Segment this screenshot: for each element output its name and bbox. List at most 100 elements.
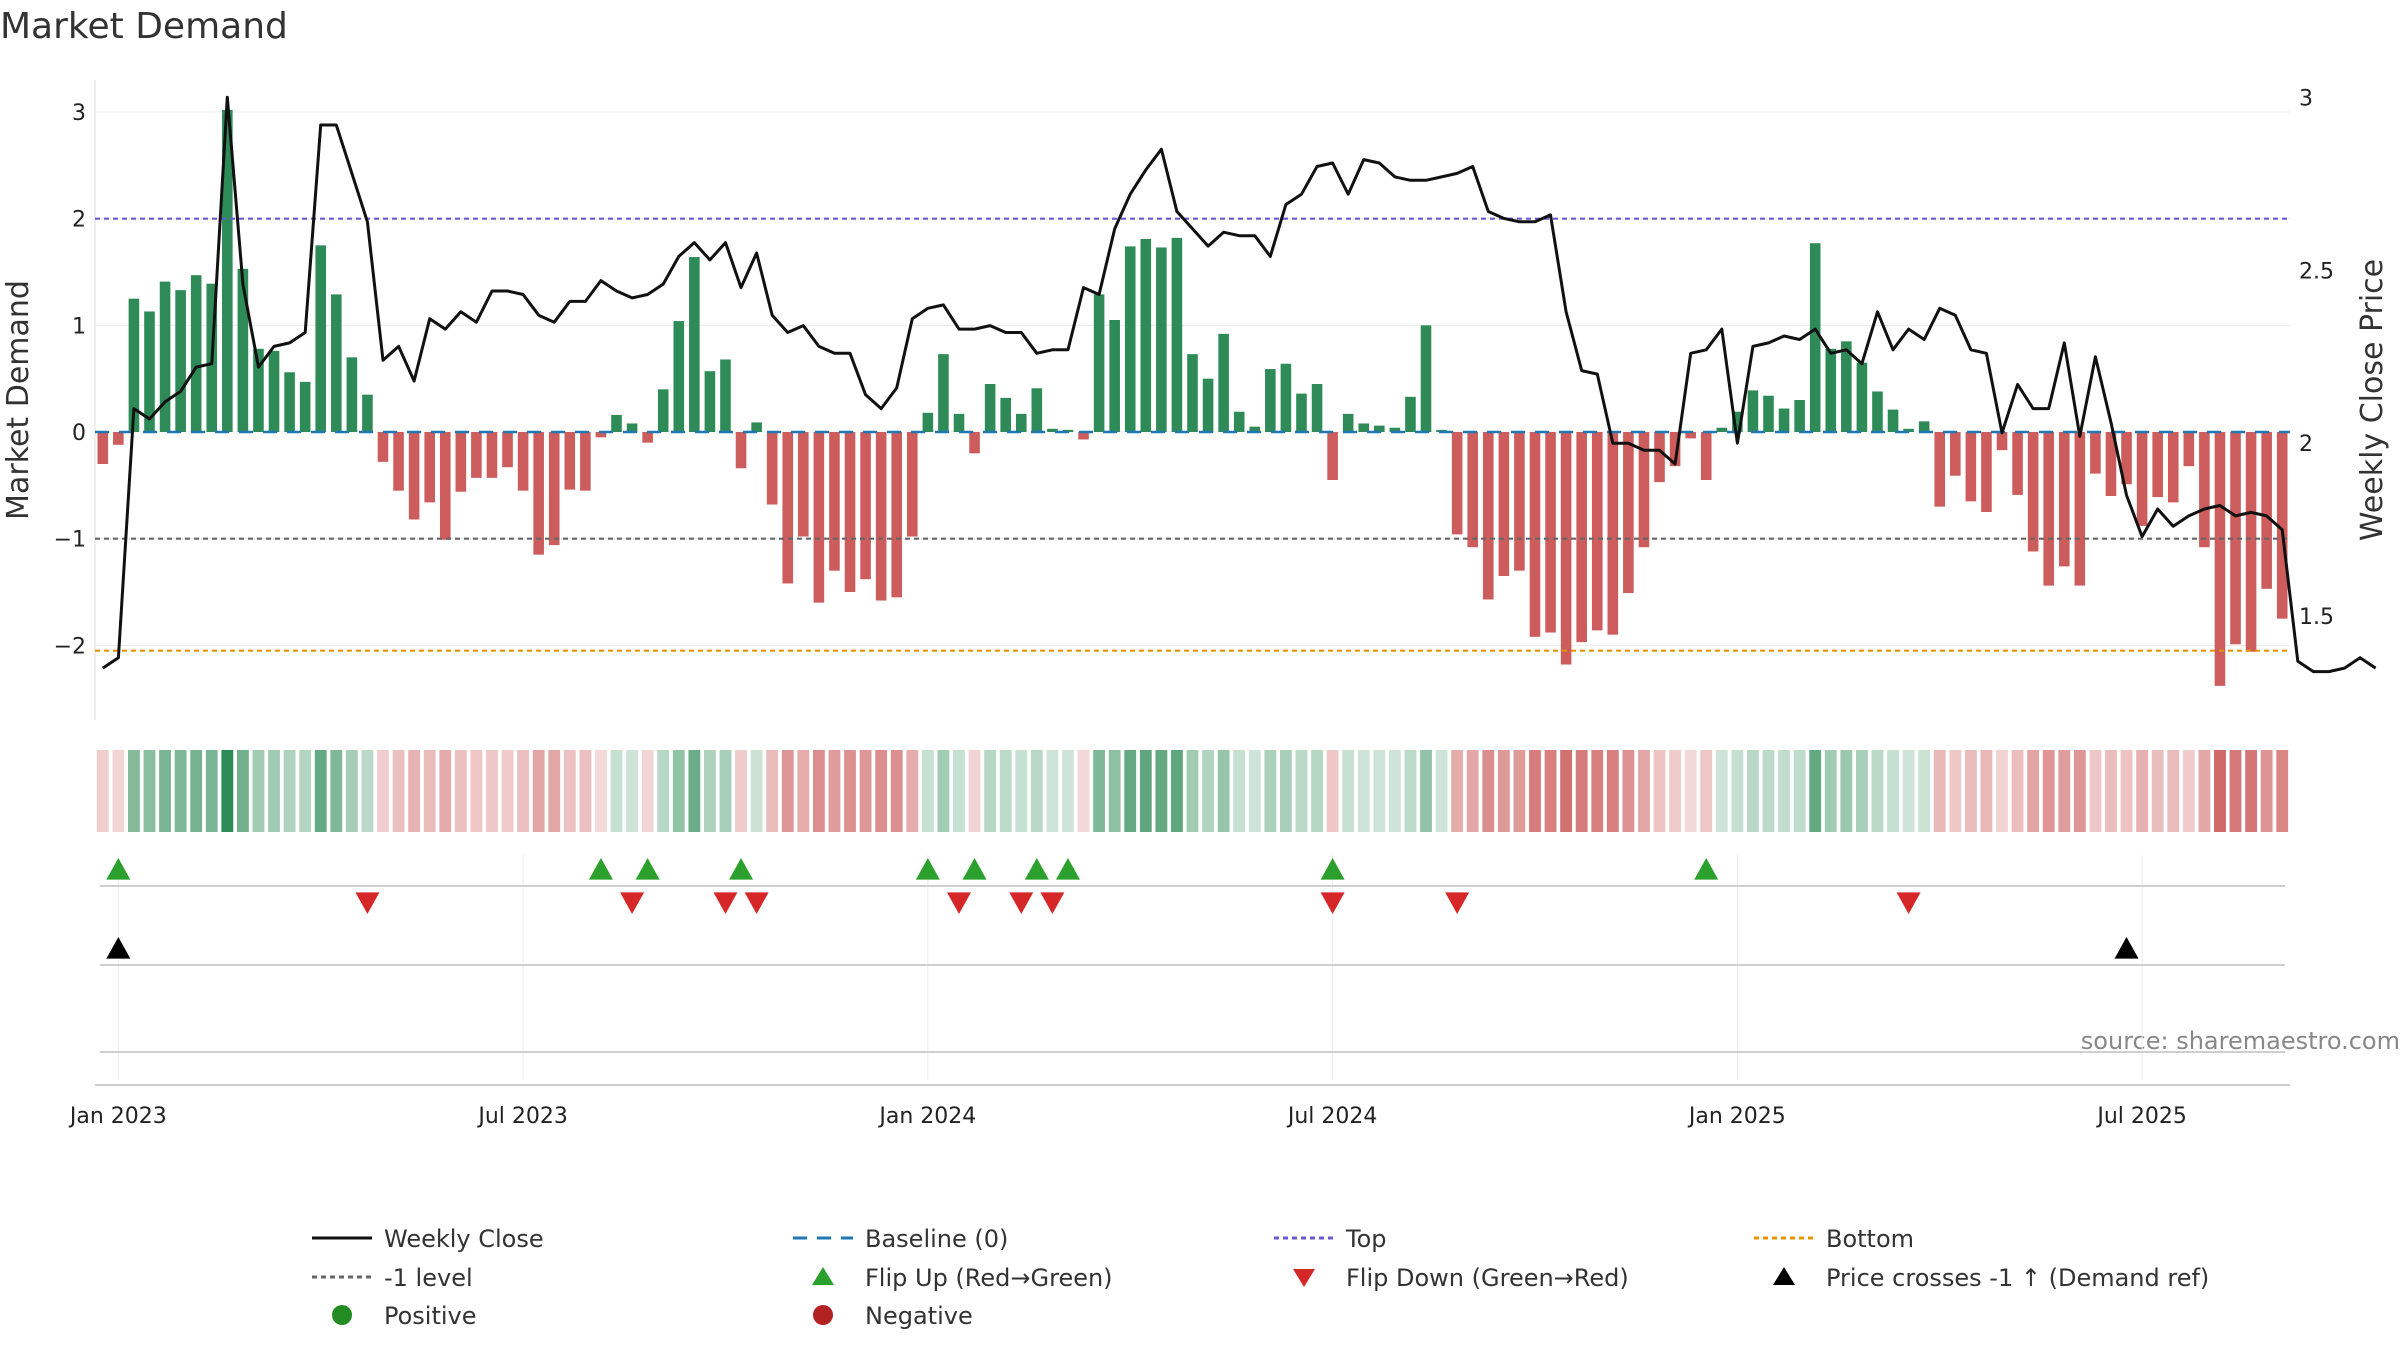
heat-cell — [501, 750, 514, 832]
heat-cell — [1715, 750, 1728, 832]
positive-bar — [704, 371, 716, 432]
negative-bar — [1482, 432, 1494, 600]
positive-bar — [1856, 362, 1868, 432]
heat-cell — [937, 750, 950, 832]
heat-cell — [1124, 750, 1137, 832]
positive-bar — [128, 298, 140, 432]
positive-bar — [1156, 247, 1167, 432]
heat-cell — [1902, 750, 1915, 832]
heat-cell — [1373, 750, 1386, 832]
negative-bar — [471, 432, 482, 478]
negative-bar — [1467, 432, 1479, 548]
positive-bar — [657, 389, 669, 432]
positive-bar — [673, 321, 685, 432]
x-tick-label: Jul 2024 — [1286, 1104, 1378, 1129]
positive-bar — [1093, 294, 1105, 432]
negative-bar — [502, 432, 513, 468]
heat-cell — [1824, 750, 1837, 832]
heat-cell — [1015, 750, 1028, 832]
heat-cell — [1435, 750, 1448, 832]
y-tick-label: −2 — [54, 634, 86, 659]
y-axis-label: Market Demand — [1, 280, 36, 520]
positive-bar — [1311, 384, 1323, 432]
heat-cell — [439, 750, 452, 832]
heat-cell — [1762, 750, 1775, 832]
positive-bar — [1218, 333, 1229, 432]
positive-bar — [984, 384, 996, 432]
negative-bar — [1654, 432, 1665, 483]
flip-up-marker — [729, 858, 754, 880]
negative-bar — [97, 432, 109, 464]
heat-cell — [844, 750, 856, 832]
heat-cell — [1653, 750, 1666, 832]
positive-bar — [1171, 237, 1183, 432]
heat-cell — [1311, 750, 1323, 832]
heat-cell — [1404, 750, 1417, 832]
negative-bar — [548, 432, 560, 546]
negative-bar — [766, 432, 778, 505]
legend-label: Bottom — [1826, 1225, 1914, 1253]
heat-cell — [579, 750, 592, 832]
flip-up-marker — [1024, 858, 1049, 880]
negative-bar — [564, 432, 576, 490]
heat-cell — [330, 750, 343, 832]
heat-cell — [1077, 750, 1090, 832]
heat-cell — [1482, 750, 1495, 832]
heat-cell — [1357, 750, 1370, 832]
positive-bar — [1918, 421, 1930, 432]
negative-bar — [1700, 432, 1712, 480]
heat-cell — [750, 750, 763, 832]
negative-bar — [1514, 432, 1525, 571]
heat-cell — [345, 750, 358, 832]
negative-bar — [1685, 432, 1696, 439]
heat-cell — [1451, 750, 1464, 832]
heat-cell — [953, 750, 965, 832]
heat-cell — [159, 750, 171, 832]
heat-cell — [672, 750, 685, 832]
heat-cell — [190, 750, 203, 832]
negative-bar — [969, 432, 980, 454]
negative-bar — [2074, 432, 2086, 586]
positive-bar — [953, 413, 965, 432]
negative-bar — [2043, 432, 2054, 586]
legend-label: Positive — [384, 1302, 477, 1330]
negative-bar — [2058, 432, 2070, 567]
flip-up-marker — [915, 858, 940, 880]
source-credit: source: sharemaestro.com — [2081, 1027, 2400, 1055]
flip-up-marker — [1694, 858, 1719, 880]
positive-bar — [1872, 391, 1883, 432]
heat-cell — [2136, 750, 2149, 832]
negative-bar — [2027, 432, 2039, 552]
heat-cell — [2105, 750, 2117, 832]
flip-up-marker — [635, 858, 660, 880]
positive-bar — [1389, 427, 1401, 432]
heat-cell — [2182, 750, 2195, 832]
negative-bar — [377, 432, 389, 462]
heat-cell — [2042, 750, 2055, 832]
x-tick-label: Jul 2023 — [476, 1104, 568, 1129]
heat-cell — [984, 750, 997, 832]
legend-label: Flip Up (Red→Green) — [865, 1264, 1113, 1292]
positive-bar — [1763, 395, 1774, 432]
heat-cell — [1871, 750, 1884, 832]
heat-cell — [1062, 750, 1074, 832]
heat-cell — [735, 750, 747, 832]
negative-bar — [1638, 432, 1650, 548]
axis-ticks: −2 −1 0 1 2 3 1.5 2 2.5 3 Jan 2023 Jul 2023 Jan 2024… — [54, 86, 2334, 1129]
x-tick-label: Jan 2025 — [1687, 1104, 1786, 1129]
negative-bar — [1950, 432, 1961, 476]
negative-bar — [798, 432, 809, 537]
y2-tick-label: 3 — [2299, 86, 2313, 111]
heat-cell — [1497, 750, 1510, 832]
heat-cell — [1575, 750, 1588, 832]
negative-bar — [875, 432, 887, 601]
negative-bar — [533, 432, 544, 555]
heat-cell — [2073, 750, 2086, 832]
positive-bar — [1124, 246, 1136, 432]
negative-bar — [1934, 432, 1946, 507]
demand-heat-strip — [96, 750, 2289, 832]
negative-bar — [2261, 432, 2272, 589]
positive-bar — [284, 372, 295, 432]
heat-cell — [1606, 750, 1619, 832]
positive-bar — [1887, 409, 1899, 432]
